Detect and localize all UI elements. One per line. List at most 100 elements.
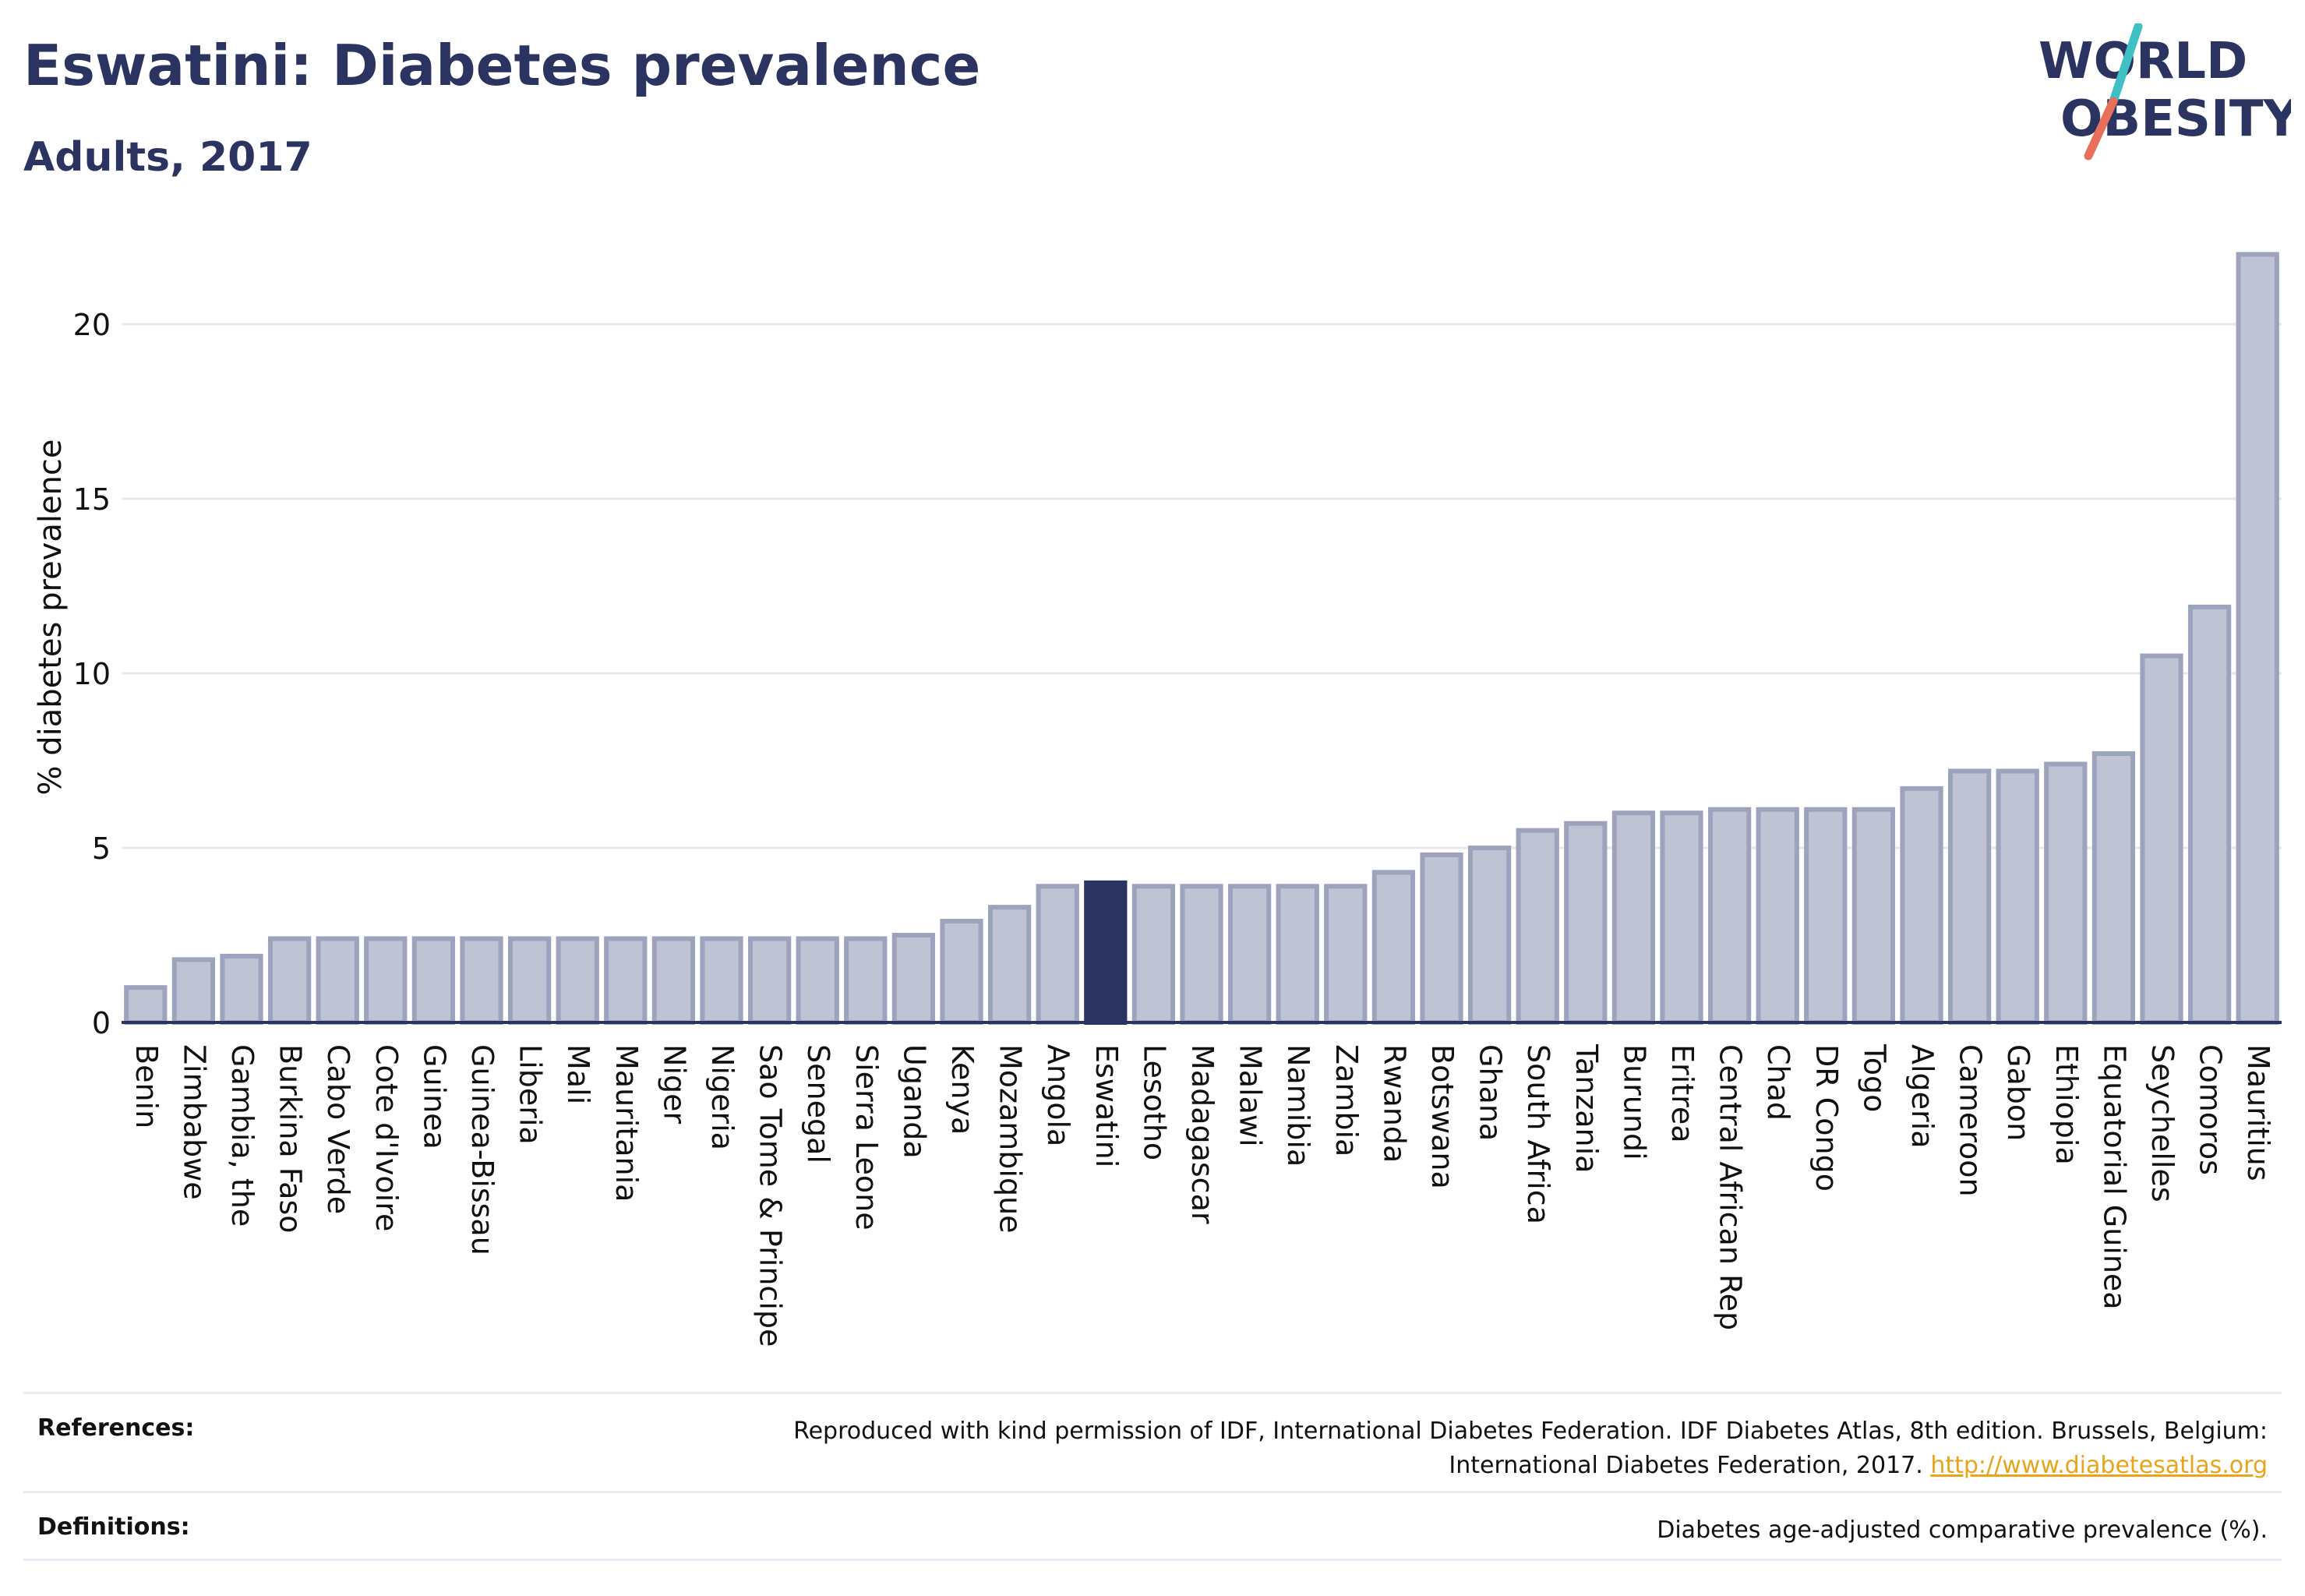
x-tick-label: Malawi [1234, 1044, 1268, 1147]
logo-line1: WORLD [2038, 33, 2247, 90]
x-tick-label: Guinea-Bissau [465, 1044, 499, 1255]
bar-gabon [1996, 768, 2039, 1025]
bar-togo [1851, 807, 1896, 1025]
references-row: References: Reproduced with kind permiss… [23, 1392, 2282, 1491]
y-tick-label: 15 [73, 482, 111, 517]
chart-title: Eswatini: Diabetes prevalence [23, 33, 981, 98]
bar-botswana [1420, 852, 1463, 1025]
bar-rwanda [1371, 870, 1416, 1025]
bar-eritrea [1660, 810, 1703, 1025]
x-tick-label: Liberia [514, 1044, 548, 1145]
x-tick-label: Comoros [2194, 1044, 2228, 1175]
bar-kenya [940, 919, 983, 1025]
y-tick-label: 10 [73, 657, 111, 691]
definitions-label: Definitions: [37, 1513, 190, 1541]
bar-comoros [2187, 604, 2232, 1025]
bar-burkina-faso [267, 936, 312, 1025]
x-tick-label: Equatorial Guinea [2097, 1044, 2131, 1310]
bar-chart: 0 5 10 15 20 Benin Zimbabwe Gambia, the Burkina… [33, 252, 2282, 1347]
bar-mauritania [604, 936, 648, 1025]
y-tick-labels: 0 5 10 15 20 [73, 308, 111, 1040]
y-tick-label: 20 [73, 308, 111, 342]
x-tick-labels: Benin Zimbabwe Gambia, the Burkina Faso Cabo… [129, 1043, 2275, 1347]
x-tick-label: Mauritania [609, 1044, 644, 1202]
x-tick-label: DR Congo [1809, 1044, 1844, 1192]
bar-south-africa [1516, 828, 1559, 1025]
references-text: Reproduced with kind permission of IDF, … [709, 1414, 2268, 1483]
bar-malawi [1227, 884, 1272, 1026]
x-tick-label: Rwanda [1377, 1044, 1411, 1163]
bar-tanzania [1564, 821, 1608, 1026]
x-tick-label: Angola [1041, 1044, 1075, 1146]
bar-mozambique [987, 905, 1032, 1026]
x-tick-label: Lesotho [1137, 1044, 1171, 1160]
references-body: Reproduced with kind permission of IDF, … [793, 1418, 2268, 1479]
x-tick-label: Sierra Leone [849, 1044, 884, 1231]
bar-dr-congo [1804, 807, 1848, 1025]
bar-madagascar [1180, 884, 1223, 1026]
x-tick-label: Eswatini [1089, 1044, 1124, 1167]
bar-benin [124, 985, 168, 1025]
definitions-row: Definitions: Diabetes age-adjusted compa… [23, 1491, 2282, 1561]
bar-central-african-rep [1707, 807, 1752, 1025]
y-tick-label: 0 [92, 1006, 111, 1040]
x-tick-label: Cote d'Ivoire [369, 1044, 404, 1231]
x-tick-label: Mozambique [994, 1044, 1028, 1234]
x-tick-label: Guinea [417, 1044, 451, 1149]
bar-zambia [1324, 884, 1368, 1026]
y-tick-label: 5 [92, 832, 111, 866]
bar-cote-d-ivoire [364, 936, 408, 1025]
x-tick-label: Benin [129, 1044, 164, 1128]
bar-mauritius [2236, 252, 2279, 1025]
x-tick-label: Nigeria [705, 1044, 740, 1150]
x-tick-label: Kenya [945, 1044, 980, 1135]
x-tick-label: South Africa [1521, 1044, 1555, 1224]
footer: References: Reproduced with kind permiss… [23, 1392, 2282, 1561]
bar-zimbabwe [171, 957, 216, 1025]
bar-burundi [1611, 810, 1656, 1025]
x-tick-label: Central African Rep [1714, 1044, 1748, 1330]
x-tick-label: Niger [657, 1044, 691, 1124]
bar-guinea-bissau [460, 936, 503, 1025]
bar-ghana [1467, 846, 1512, 1025]
references-label: References: [37, 1414, 195, 1442]
x-tick-label: Botswana [1425, 1044, 1460, 1189]
x-tick-label: Sao Tome & Principe [754, 1044, 788, 1347]
bar-equatorial-guinea [2091, 751, 2136, 1025]
bar-namibia [1276, 884, 1319, 1026]
bar-ethiopia [2044, 761, 2088, 1025]
bar-liberia [507, 936, 552, 1025]
x-tick-label: Cabo Verde [321, 1044, 355, 1214]
definitions-text: Diabetes age-adjusted comparative preval… [1657, 1517, 2268, 1544]
bar-lesotho [1131, 884, 1176, 1026]
x-tick-label: Burkina Faso [274, 1044, 308, 1234]
logo-slash-bottom [2084, 97, 2118, 161]
x-tick-label: Uganda [897, 1044, 931, 1159]
bar-senegal [796, 936, 839, 1025]
x-tick-label: Ethiopia [2049, 1044, 2084, 1165]
references-link[interactable]: http://www.diabetesatlas.org [1930, 1452, 2268, 1479]
x-tick-label: Zimbabwe [177, 1044, 211, 1200]
y-axis-label: % diabetes prevalence [33, 439, 69, 795]
bar-gambia-the [220, 953, 263, 1026]
bar-nigeria [700, 936, 743, 1025]
bar-sao-tome-principe [747, 936, 792, 1025]
bar-niger [651, 936, 696, 1025]
x-tick-label: Gabon [2001, 1044, 2035, 1141]
x-tick-label: Burundi [1617, 1044, 1651, 1160]
x-tick-label: Ghana [1474, 1044, 1508, 1141]
bar-eswatini [1084, 880, 1128, 1026]
chart-subtitle: Adults, 2017 [23, 134, 312, 181]
x-tick-label: Algeria [1905, 1044, 1940, 1149]
bar-uganda [891, 933, 936, 1025]
x-tick-label: Zambia [1329, 1044, 1364, 1156]
x-tick-label: Seychelles [2145, 1044, 2180, 1202]
bar-angola [1036, 884, 1079, 1026]
bar-seychelles [2140, 653, 2183, 1025]
x-tick-label: Gambia, the [225, 1044, 259, 1227]
x-tick-label: Namibia [1281, 1044, 1315, 1167]
bar-guinea [411, 936, 456, 1025]
bar-chad [1756, 807, 1799, 1025]
logo-slash-top [2109, 23, 2143, 106]
x-tick-label: Cameroon [1954, 1044, 1988, 1197]
